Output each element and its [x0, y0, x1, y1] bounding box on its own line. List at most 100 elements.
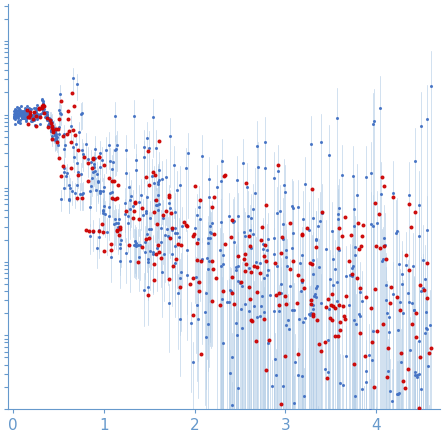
Point — [28, 112, 35, 119]
Point — [136, 198, 143, 205]
Point — [100, 162, 107, 169]
Point — [171, 243, 178, 250]
Point — [326, 151, 333, 158]
Point — [377, 191, 385, 198]
Point — [44, 112, 51, 119]
Point — [40, 109, 47, 116]
Point — [172, 209, 179, 216]
Point — [33, 115, 40, 122]
Point — [234, 277, 241, 284]
Point — [142, 236, 149, 243]
Point — [87, 204, 94, 211]
Point — [209, 203, 216, 210]
Point — [411, 307, 418, 314]
Point — [417, 282, 424, 289]
Point — [147, 248, 154, 255]
Point — [218, 296, 225, 303]
Point — [397, 359, 404, 366]
Point — [30, 116, 37, 123]
Point — [261, 242, 268, 249]
Point — [232, 320, 239, 327]
Point — [50, 125, 57, 132]
Point — [55, 125, 62, 132]
Point — [44, 111, 51, 118]
Point — [20, 108, 28, 115]
Point — [22, 104, 29, 111]
Point — [44, 117, 52, 124]
Point — [351, 392, 358, 399]
Point — [353, 275, 361, 282]
Point — [390, 194, 397, 201]
Point — [402, 384, 409, 391]
Point — [169, 226, 176, 233]
Point — [15, 111, 22, 118]
Point — [140, 286, 147, 293]
Point — [10, 114, 17, 121]
Point — [71, 131, 79, 138]
Point — [308, 261, 315, 268]
Point — [308, 297, 315, 304]
Point — [14, 118, 21, 125]
Point — [127, 196, 134, 203]
Point — [326, 305, 333, 312]
Point — [230, 217, 238, 224]
Point — [96, 187, 103, 194]
Point — [312, 236, 319, 243]
Point — [381, 424, 388, 431]
Point — [299, 373, 306, 380]
Point — [104, 228, 111, 235]
Point — [198, 257, 205, 264]
Point — [52, 129, 59, 136]
Point — [262, 258, 269, 265]
Point — [251, 302, 258, 309]
Point — [143, 210, 150, 217]
Point — [170, 162, 178, 169]
Point — [97, 188, 104, 195]
Point — [283, 247, 290, 254]
Point — [75, 146, 82, 153]
Point — [424, 294, 431, 301]
Point — [11, 108, 18, 114]
Point — [424, 424, 431, 431]
Point — [59, 133, 67, 140]
Point — [32, 112, 39, 119]
Point — [89, 155, 96, 162]
Point — [14, 104, 21, 111]
Point — [57, 90, 64, 97]
Point — [206, 193, 213, 200]
Point — [281, 352, 289, 359]
Point — [257, 312, 264, 319]
Point — [387, 388, 394, 395]
Point — [404, 366, 411, 373]
Point — [260, 240, 267, 247]
Point — [12, 109, 19, 116]
Point — [413, 408, 420, 415]
Point — [193, 301, 200, 308]
Point — [171, 225, 178, 232]
Point — [402, 251, 409, 258]
Point — [218, 178, 225, 185]
Point — [419, 284, 426, 291]
Point — [385, 368, 392, 375]
Point — [78, 191, 85, 198]
Point — [184, 223, 191, 230]
Point — [152, 251, 159, 258]
Point — [380, 321, 387, 328]
Point — [40, 110, 48, 117]
Point — [17, 108, 24, 115]
Point — [351, 205, 358, 212]
Point — [87, 187, 94, 194]
Point — [20, 107, 27, 114]
Point — [306, 260, 313, 267]
Point — [403, 261, 410, 268]
Point — [254, 289, 261, 296]
Point — [131, 237, 138, 244]
Point — [418, 385, 425, 392]
Point — [250, 205, 257, 212]
Point — [235, 384, 242, 391]
Point — [395, 389, 402, 396]
Point — [57, 97, 64, 104]
Point — [327, 314, 334, 321]
Point — [204, 239, 211, 246]
Point — [220, 339, 227, 346]
